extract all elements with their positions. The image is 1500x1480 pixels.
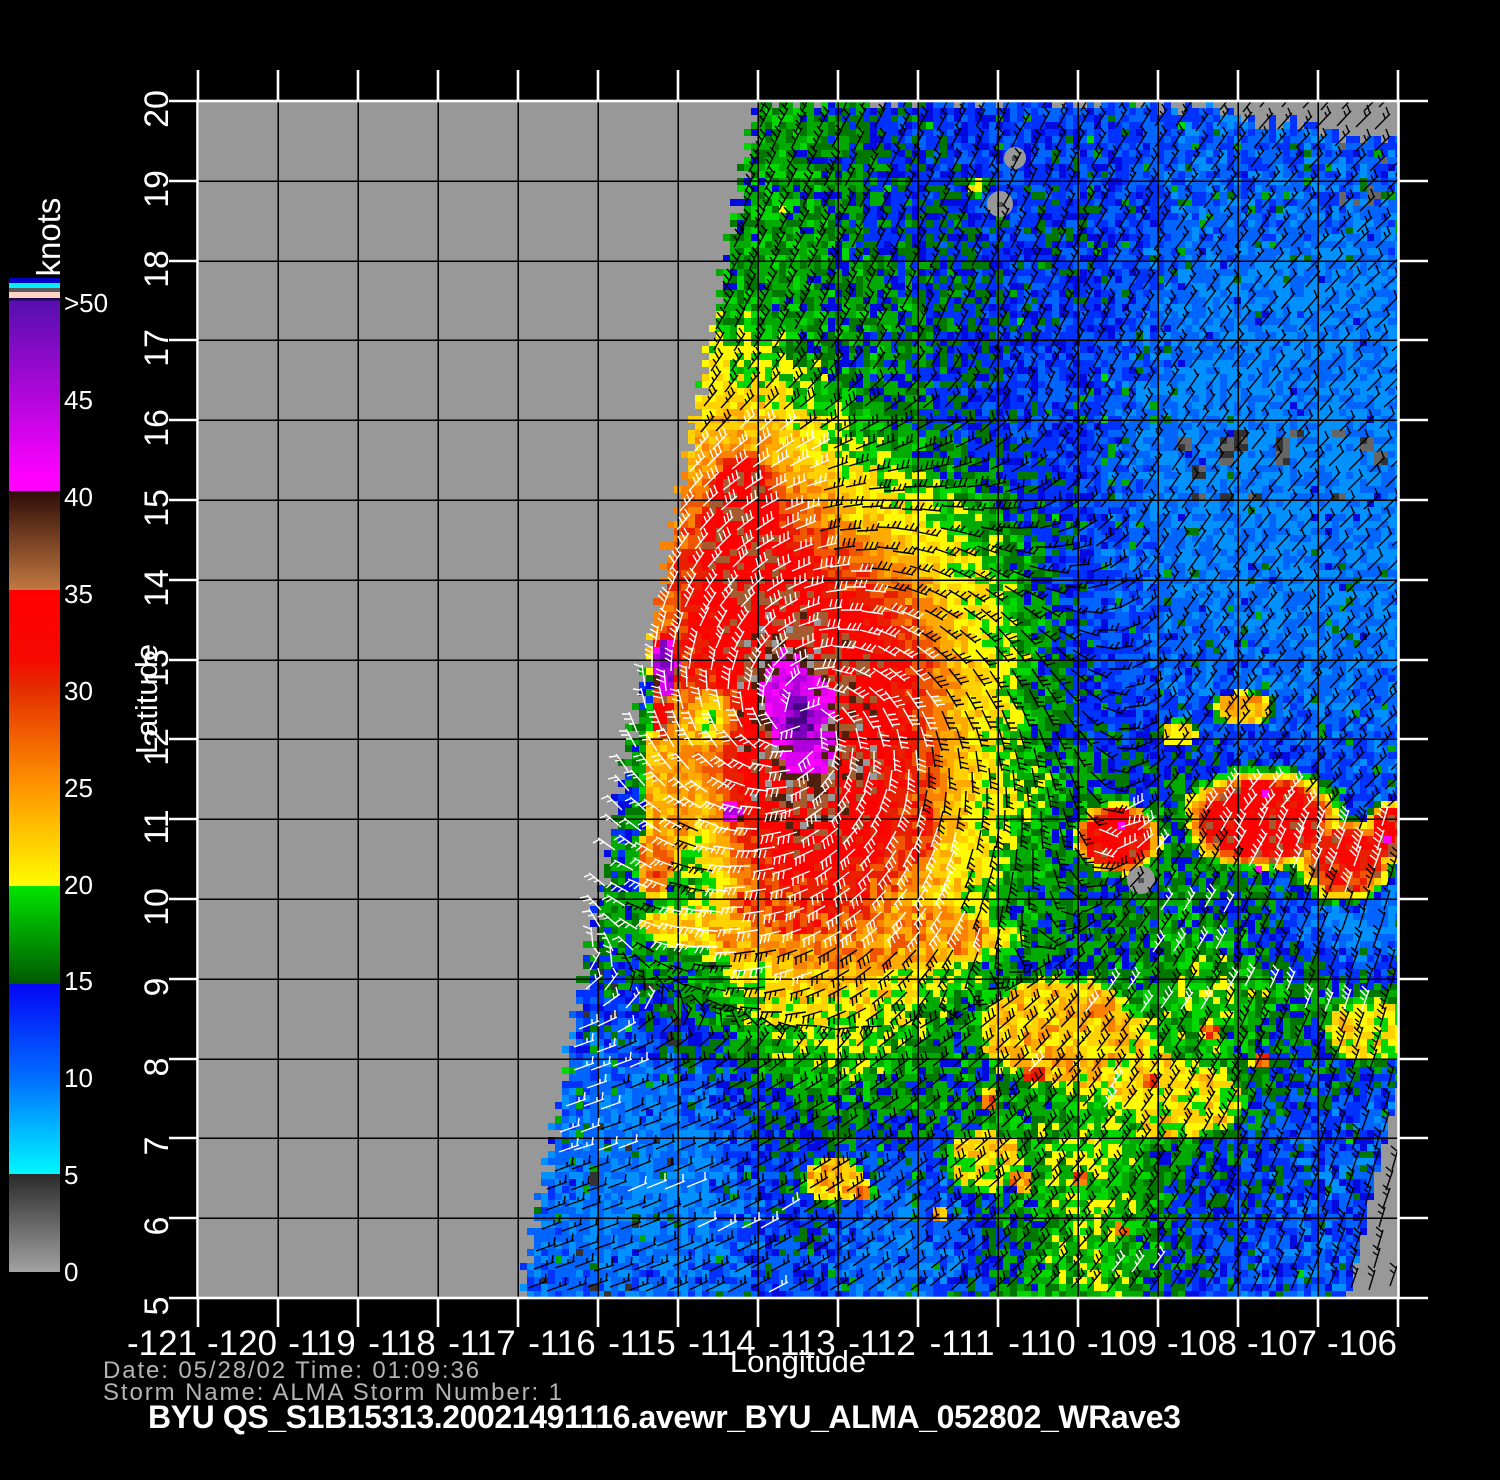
svg-text:20: 20 <box>138 90 176 128</box>
svg-text:7: 7 <box>138 1137 176 1156</box>
svg-text:-112: -112 <box>848 1324 915 1363</box>
svg-text:BYU QS_S1B15313.20021491116.a: BYU QS_S1B15313.20021491116.avewr_BYU_AL… <box>148 1399 1181 1435</box>
svg-text:-107: -107 <box>1247 1324 1317 1363</box>
svg-text:-121: -121 <box>127 1324 197 1363</box>
svg-text:20: 20 <box>64 870 93 900</box>
svg-text:Storm Name: ALMA Storm Number: Storm Name: ALMA Storm Number: 1 <box>103 1379 564 1406</box>
svg-text:-109: -109 <box>1087 1324 1157 1363</box>
svg-text:-120: -120 <box>207 1324 277 1363</box>
svg-text:-113: -113 <box>768 1324 835 1363</box>
svg-text:Date: 05/28/02 Time: 01:09:36: Date: 05/28/02 Time: 01:09:36 <box>103 1357 481 1384</box>
svg-text:19: 19 <box>138 170 176 208</box>
svg-text:-114: -114 <box>688 1324 755 1363</box>
svg-text:18: 18 <box>138 250 176 288</box>
svg-text:Latitude: Latitude <box>129 644 164 754</box>
svg-text:25: 25 <box>64 773 93 803</box>
svg-text:-111: -111 <box>930 1324 995 1363</box>
svg-text:5: 5 <box>138 1297 176 1316</box>
svg-text:40: 40 <box>64 482 93 512</box>
svg-text:9: 9 <box>138 978 176 997</box>
svg-text:-106: -106 <box>1327 1324 1397 1363</box>
svg-text:13: 13 <box>138 649 176 687</box>
svg-text:>50: >50 <box>64 288 108 318</box>
svg-text:0: 0 <box>64 1257 78 1287</box>
svg-text:-116: -116 <box>528 1324 595 1363</box>
svg-text:14: 14 <box>138 569 176 607</box>
svg-text:15: 15 <box>64 966 93 996</box>
svg-text:-119: -119 <box>288 1324 355 1363</box>
svg-text:12: 12 <box>138 728 176 766</box>
svg-text:10: 10 <box>64 1063 93 1093</box>
svg-text:17: 17 <box>138 329 176 367</box>
svg-text:10: 10 <box>138 888 176 926</box>
svg-text:-110: -110 <box>1008 1324 1075 1363</box>
svg-text:16: 16 <box>138 409 176 447</box>
svg-text:-108: -108 <box>1167 1324 1237 1363</box>
svg-text:6: 6 <box>138 1217 176 1236</box>
svg-text:Longitude: Longitude <box>730 1344 866 1379</box>
svg-text:-115: -115 <box>608 1324 675 1363</box>
svg-text:8: 8 <box>138 1058 176 1077</box>
svg-text:-118: -118 <box>368 1324 435 1363</box>
svg-text:30: 30 <box>64 676 93 706</box>
svg-text:45: 45 <box>64 385 93 415</box>
svg-text:35: 35 <box>64 579 93 609</box>
svg-text:-117: -117 <box>448 1324 515 1363</box>
svg-text:15: 15 <box>138 489 176 527</box>
svg-text:5: 5 <box>64 1160 78 1190</box>
svg-text:11: 11 <box>138 809 176 844</box>
svg-text:knots: knots <box>30 198 67 277</box>
